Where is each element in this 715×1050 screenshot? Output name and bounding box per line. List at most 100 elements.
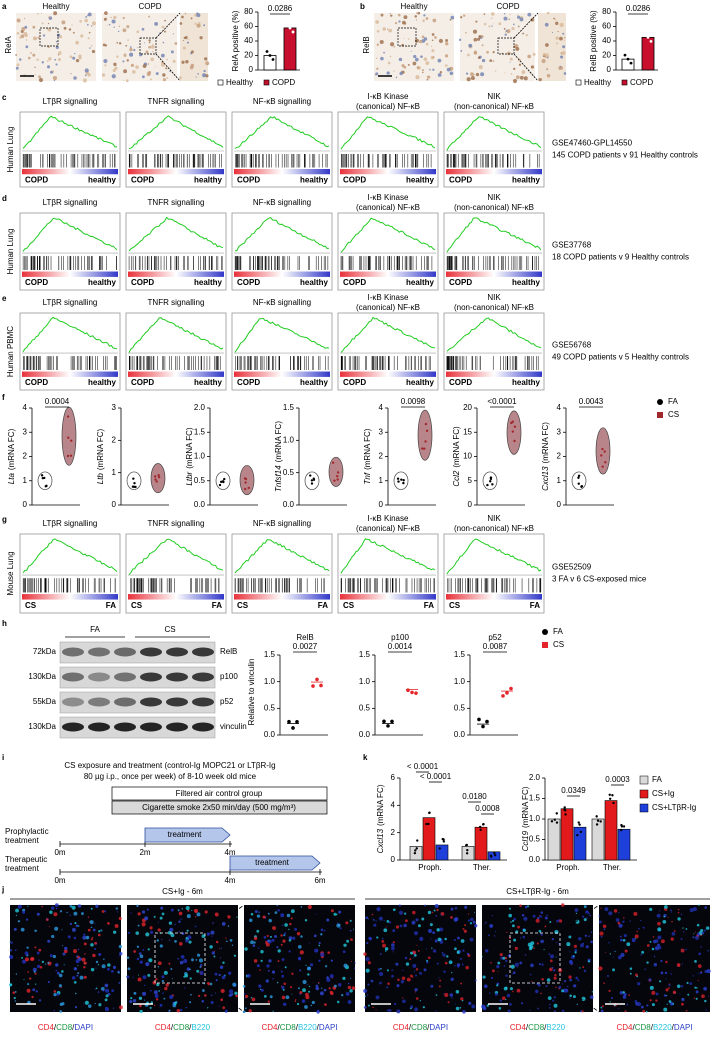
micrograph-speck: [672, 990, 677, 995]
micrograph-speck: [697, 973, 699, 975]
y-tick-label: 0: [391, 855, 396, 864]
y-tick-label: 1: [379, 476, 384, 485]
group-label: CS: [343, 601, 355, 610]
micrograph-speck: [74, 52, 76, 55]
y-tick-label: 2: [112, 435, 117, 444]
micrograph-speck: [184, 987, 186, 989]
micrograph-speck: [519, 937, 522, 939]
micrograph-speck: [162, 73, 166, 77]
gsea-title: I-κB Kinase: [368, 514, 409, 523]
micrograph-speck: [119, 951, 123, 956]
micrograph-speck: [203, 24, 206, 27]
legend-label: COPD: [272, 78, 295, 87]
enrichment-curve: [128, 115, 224, 150]
micrograph-speck: [419, 40, 423, 44]
micrograph-speck: [705, 926, 710, 930]
micrograph-speck: [497, 961, 501, 965]
micrograph-speck: [15, 66, 19, 70]
micrograph-speck: [554, 1010, 556, 1013]
micrograph-speck: [470, 76, 475, 80]
micrograph-speck: [27, 905, 29, 907]
micrograph-speck: [256, 964, 260, 968]
micrograph-speck: [494, 70, 497, 72]
micrograph-speck: [470, 917, 474, 922]
bar-dot: [265, 50, 269, 53]
micrograph-speck: [692, 936, 695, 939]
micrograph-speck: [600, 935, 603, 938]
violin-dot: [223, 477, 226, 481]
micrograph-speck: [523, 916, 528, 921]
micrograph-speck: [155, 72, 159, 76]
micrograph-speck: [200, 964, 203, 967]
micrograph-speck: [567, 985, 569, 988]
time-label: 4m: [224, 848, 235, 857]
micrograph-speck: [455, 1006, 460, 1011]
y-tick-label: 5: [468, 476, 473, 485]
micrograph-speck: [276, 946, 279, 949]
bar-dot: [595, 823, 599, 826]
micrograph-speck: [703, 986, 708, 991]
micrograph-speck: [56, 971, 60, 975]
rank-gradient: [128, 169, 224, 175]
violin: [417, 409, 433, 461]
micrograph-speck: [157, 928, 161, 932]
micrograph-speck: [266, 939, 269, 942]
micrograph-speck: [393, 45, 396, 48]
micrograph-speck: [92, 953, 96, 958]
micrograph-speck: [300, 935, 303, 938]
micrograph-speck: [78, 54, 82, 58]
micrograph-speck: [662, 919, 667, 924]
micrograph-speck: [473, 51, 478, 55]
micrograph-speck: [299, 969, 302, 972]
micrograph-speck: [186, 914, 191, 919]
micrograph-speck: [657, 921, 661, 926]
legend-label: CS: [553, 640, 564, 649]
micrograph-speck: [69, 904, 73, 908]
micrograph-speck: [191, 958, 194, 962]
micrograph-speck: [119, 1005, 123, 1010]
micrograph-speck: [397, 13, 401, 17]
micrograph-speck: [518, 63, 522, 66]
micrograph-speck: [36, 964, 41, 969]
micrograph-speck: [204, 994, 207, 997]
micrograph-speck: [506, 29, 511, 34]
micrograph-speck: [541, 963, 544, 966]
micrograph-speck: [95, 960, 99, 964]
micrograph-speck: [154, 21, 159, 26]
micrograph-speck: [59, 35, 63, 39]
micrograph-speck: [262, 915, 266, 919]
micrograph-speck: [366, 994, 369, 996]
micrograph-speck: [393, 70, 395, 72]
micrograph-speck: [464, 905, 468, 909]
micrograph-speck: [150, 45, 155, 49]
micrograph-speck: [13, 996, 16, 1000]
micrograph-speck: [564, 36, 566, 39]
micrograph-speck: [582, 942, 584, 945]
micrograph-speck: [622, 938, 626, 942]
micrograph-speck: [161, 975, 165, 979]
dataset-description: 49 COPD patients v 5 Healthy controls: [552, 353, 689, 362]
micrograph-speck: [553, 996, 556, 999]
blot-strip: [59, 666, 216, 689]
gsea-frame: [19, 111, 121, 188]
micrograph-speck: [707, 949, 710, 952]
y-axis-label: Ccl19(mRNA FC): [521, 786, 530, 851]
micrograph-speck: [288, 928, 290, 931]
micrograph-speck: [413, 931, 419, 936]
micrograph-speck: [148, 15, 151, 18]
micrograph-speck: [328, 987, 331, 990]
micrograph-speck: [110, 970, 114, 973]
micrograph-speck: [259, 988, 262, 991]
micrograph-speck: [38, 75, 41, 79]
micrograph-speck: [272, 1010, 274, 1012]
panel-label: d: [2, 194, 7, 203]
micrograph-speck: [304, 919, 308, 922]
y-tick-label: 0.5: [454, 703, 466, 712]
micrograph-speck: [150, 57, 155, 62]
rank-gradient: [340, 594, 436, 600]
mw-marker: 72kDa: [33, 647, 57, 656]
micrograph-speck: [123, 69, 128, 74]
micrograph-speck: [289, 986, 293, 989]
micrograph-speck: [36, 58, 39, 61]
caption-part: CD8: [280, 1023, 297, 1032]
